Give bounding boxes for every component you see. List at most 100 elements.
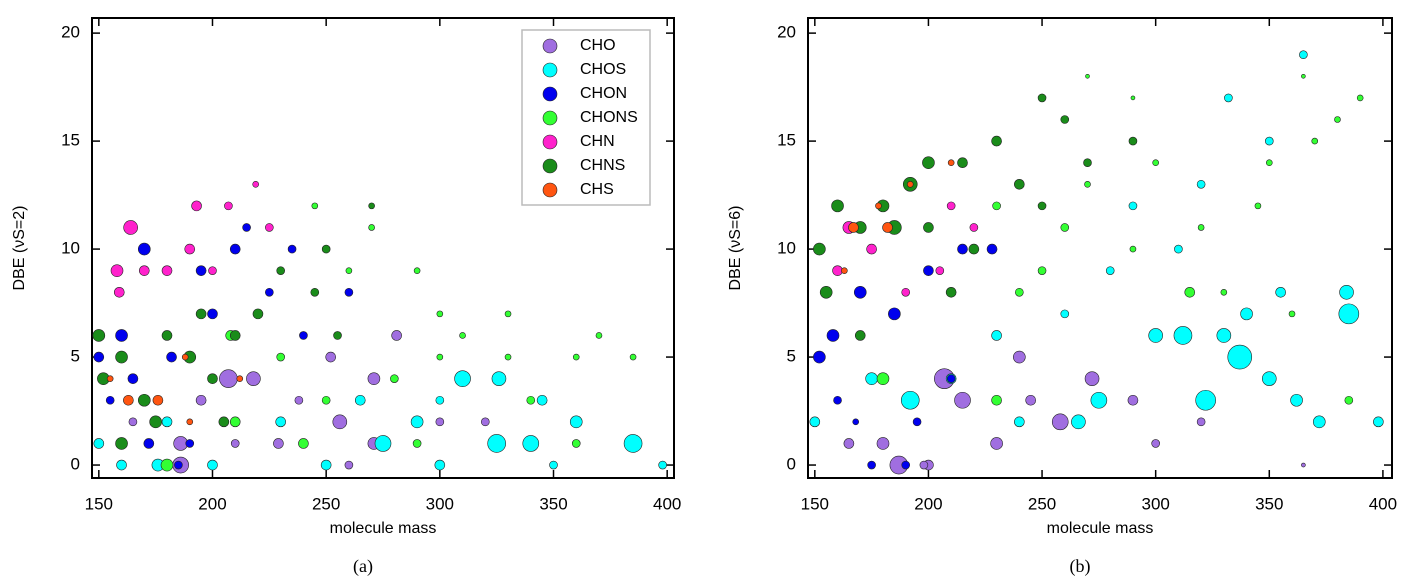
bubble [208,266,217,275]
bubble [623,434,643,453]
legend-label: CHNS [580,157,625,174]
bubble [826,329,840,342]
legend-label: CHOS [580,61,626,78]
bubble [207,459,218,471]
bubble [1339,284,1354,300]
bubble [1311,137,1319,145]
plot-frame [91,17,675,479]
bubble [1013,350,1026,364]
bubble [901,460,911,470]
bubble [434,459,446,471]
bubble [191,200,202,212]
legend-label: CHON [580,85,627,102]
bubble [224,201,233,211]
legend-label: CHN [580,133,615,150]
bubble [1105,266,1115,275]
bubble [390,374,399,383]
bubble [901,287,911,297]
bubble [1373,416,1384,428]
bubble [320,459,332,471]
bubble [273,438,284,449]
bubble [332,414,348,430]
bubble [882,222,893,233]
bubble [436,353,444,361]
x-tick-label: 150 [801,494,829,513]
bubble [1025,394,1036,406]
bubble [945,286,957,298]
bubble [435,417,445,427]
bubble [1060,115,1070,124]
y-tick-label: 15 [61,131,80,150]
y-tick-label: 20 [61,23,80,42]
bubble [919,460,929,470]
x-tick-label: 350 [539,494,567,513]
y-tick-label: 5 [787,347,796,366]
bubble [345,267,353,274]
bubble [230,439,240,448]
plot-frame [807,17,1393,479]
bubble [843,438,855,449]
bubble [1196,179,1206,189]
x-axis-label: molecule mass [330,520,437,537]
bubble [186,418,194,426]
bubble [174,460,183,470]
bubble [161,416,173,428]
bubble [1224,93,1233,103]
bubble [298,438,309,449]
bubble [1051,413,1069,431]
bubble [1151,439,1160,448]
y-tick-label: 10 [777,239,796,258]
bubble [832,265,843,276]
bubble [526,395,536,405]
bubble [991,135,1002,147]
bubble [946,201,956,211]
bubble [161,330,173,341]
bubble [1254,202,1262,210]
bubble [923,265,934,276]
legend-symbol [542,62,558,78]
bubble [888,307,901,321]
bubble [968,243,980,255]
bubble [629,353,637,361]
bubble [1014,178,1025,190]
bubble [865,372,878,385]
bubble [195,265,207,276]
bubble [275,416,286,428]
bubble [368,202,375,210]
bubble [876,437,890,450]
bubble [161,265,173,276]
bubble [1290,393,1303,407]
bubble [549,460,558,470]
bubble [166,351,177,363]
bubble [310,287,320,297]
bubble [93,351,105,363]
bubble [1227,344,1253,370]
bubble [866,243,877,255]
bubble [207,373,218,384]
bubble [113,286,125,298]
bubble [1220,288,1228,296]
bubble [344,287,354,297]
bubble [311,202,319,210]
x-tick-label: 200 [914,494,942,513]
bubble [1148,328,1163,343]
bubble [831,199,844,213]
bubble [1014,416,1025,428]
bubble [299,331,308,340]
bubble [504,310,512,318]
bubble [853,285,867,299]
legend-label: CHS [580,181,614,198]
y-tick-label: 0 [71,455,80,474]
bubble [876,372,890,385]
bubble [152,394,164,406]
bubble [246,371,261,386]
bubble [954,391,971,409]
bubble [875,202,882,210]
bubble [229,416,241,428]
bubble [1184,286,1196,298]
bubble [1084,180,1091,188]
bubble [325,351,337,363]
bubble [957,157,968,168]
bubble [127,373,139,384]
bubble [1037,201,1047,211]
